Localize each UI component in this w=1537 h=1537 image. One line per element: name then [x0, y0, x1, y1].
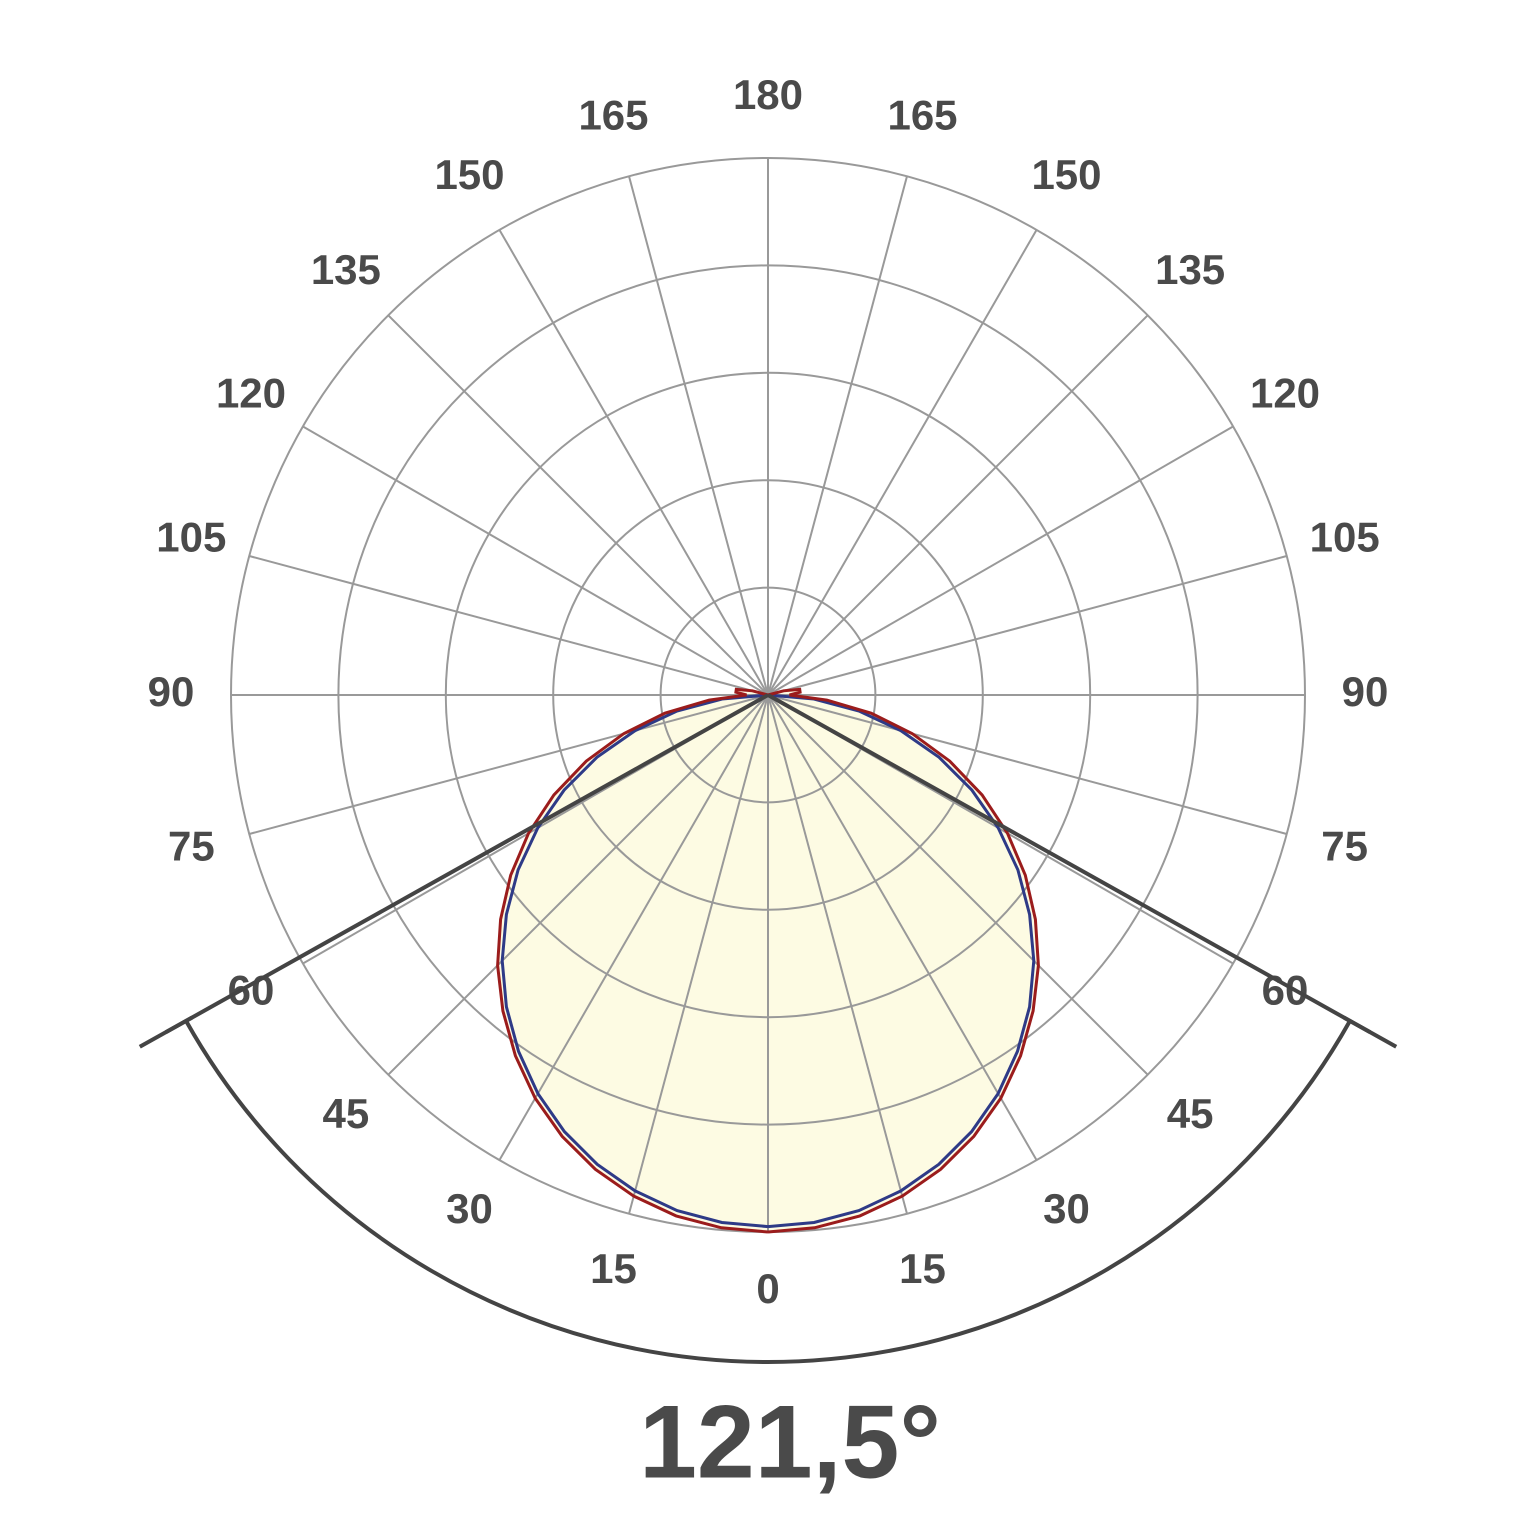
angle-label: 120: [216, 370, 286, 417]
grid-spoke: [498, 694, 769, 1161]
grid-spoke: [767, 176, 908, 696]
angle-label: 30: [1043, 1185, 1090, 1232]
angle-label: 165: [578, 91, 648, 138]
beam-arc: [184, 1019, 1352, 1364]
angle-label: 75: [168, 823, 215, 870]
grid-spoke: [628, 176, 769, 696]
grid-spoke: [628, 694, 769, 1214]
beam-line: [138, 693, 769, 1049]
grid-spoke: [387, 694, 769, 1076]
angle-label: 120: [1250, 370, 1320, 417]
angle-label: 165: [887, 91, 957, 138]
grid-spoke: [767, 694, 908, 1214]
grid-spoke: [249, 694, 769, 835]
curve-line: [496, 687, 769, 1234]
angle-label: 180: [733, 71, 803, 118]
angle-label: 105: [156, 514, 226, 561]
grid-spoke: [302, 425, 769, 696]
angle-label: 150: [434, 151, 504, 198]
angle-label: 15: [590, 1245, 637, 1292]
grid-spoke: [767, 555, 1287, 696]
angle-label: 45: [1167, 1090, 1214, 1137]
curve-line: [767, 693, 1036, 1229]
angle-label: 105: [1310, 514, 1380, 561]
grid-spoke: [767, 694, 1287, 835]
grid-spoke: [767, 694, 1038, 1161]
angle-label: 30: [446, 1185, 493, 1232]
curve-fill: [768, 689, 1039, 1232]
angle-label: 15: [899, 1245, 946, 1292]
grid-spoke: [498, 229, 769, 696]
angle-label: 150: [1031, 151, 1101, 198]
beam-tick: [1342, 1015, 1371, 1034]
angle-label: 45: [322, 1090, 369, 1137]
grid-spoke: [387, 314, 769, 696]
grid-spoke: [767, 314, 1149, 696]
curve-line: [500, 693, 769, 1229]
angle-label: 75: [1321, 823, 1368, 870]
grid-spoke: [249, 555, 769, 696]
angle-label: 135: [311, 246, 381, 293]
grid-spoke: [767, 425, 1234, 696]
curve-line: [767, 687, 1040, 1234]
angle-label: 135: [1155, 246, 1225, 293]
beam-angle-label: 121,5°: [639, 1384, 941, 1500]
angle-label: 90: [148, 668, 195, 715]
grid-spoke: [767, 694, 1149, 1076]
angle-label: 90: [1342, 668, 1389, 715]
grid-spoke: [767, 229, 1038, 696]
angle-label: 0: [756, 1265, 779, 1312]
beam-line: [767, 693, 1398, 1049]
curve-fill: [497, 689, 768, 1232]
